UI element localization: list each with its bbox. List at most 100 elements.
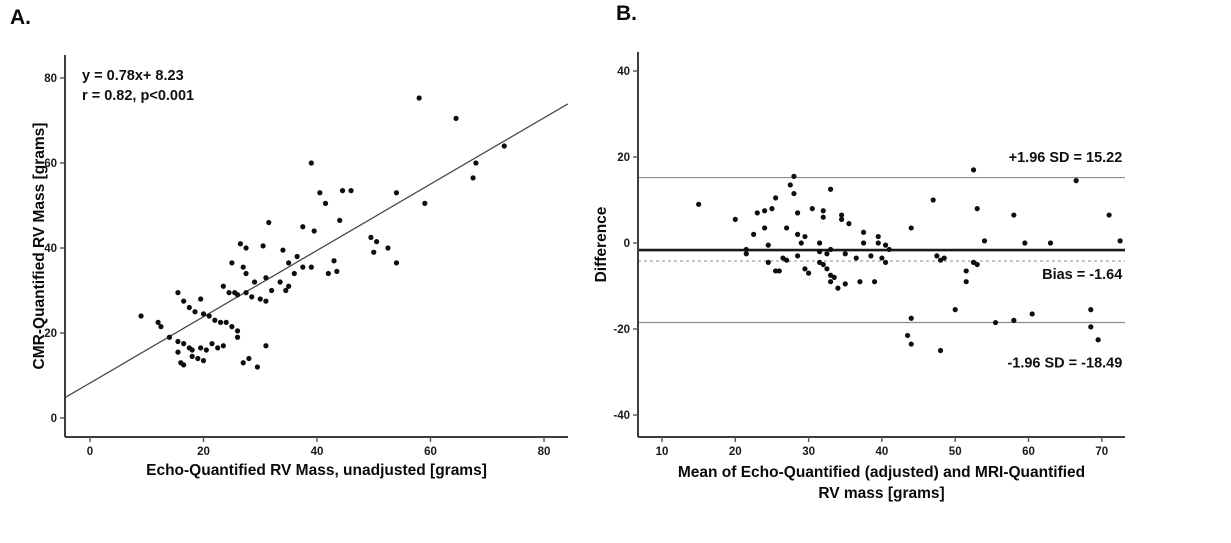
data-point [243,270,249,277]
data-point [186,304,192,311]
data-point [1022,240,1028,246]
data-point [1117,238,1123,244]
data-point [820,214,826,220]
data-point [263,343,269,349]
data-point [1073,178,1079,184]
y-tick-label: 80 [44,73,57,85]
data-point [266,219,272,226]
x-tick-label: 40 [311,446,324,458]
y-tick-label: 40 [44,243,57,255]
data-point [934,253,940,259]
data-point [234,334,241,340]
data-point [816,240,823,246]
data-point [393,260,400,266]
data-point [286,260,292,266]
data-point [422,200,428,206]
annotation: Bias = -1.64 [1042,267,1122,283]
data-point [791,190,797,197]
data-point [751,231,757,237]
data-point [1047,240,1054,246]
data-point [158,324,164,330]
data-point [908,341,914,347]
data-point [791,173,797,179]
data-point [300,264,306,270]
x-tick-label: 20 [197,446,210,458]
data-point [294,253,300,260]
data-point [1095,337,1101,343]
data-point [371,249,377,255]
y-tick-label: -20 [613,324,630,336]
x-tick-label: 30 [802,446,815,458]
data-point [331,258,337,264]
x-tick-label: 40 [876,446,889,458]
data-point [696,201,702,207]
data-point [246,355,252,362]
data-point [348,188,354,194]
data-point [981,238,988,244]
data-point [243,290,249,296]
data-point [206,313,212,319]
data-point [795,210,801,216]
data-point [882,242,889,248]
y-tick-label: 20 [44,328,57,340]
data-point [846,221,852,227]
x-tick-label: 60 [424,446,437,458]
data-point [1011,317,1017,323]
data-point [860,229,867,235]
data-point [220,343,226,349]
data-point [773,195,779,201]
data-point [175,290,181,296]
data-point [189,347,195,353]
data-point [784,257,790,263]
data-point [802,233,808,240]
data-point [257,296,263,302]
data-point [824,266,830,272]
data-point [820,261,826,268]
data-point [809,206,815,212]
data-point [835,285,841,291]
data-point [1088,307,1094,313]
data-point [263,298,269,304]
data-point [879,255,885,261]
data-point [875,240,881,246]
data-point [217,319,224,325]
data-point [842,251,848,257]
data-point [827,246,834,253]
data-point [339,188,346,194]
data-point [280,247,286,253]
data-point [765,259,771,265]
x-axis-label: Echo-Quantified RV Mass, unadjusted [gra… [146,462,487,479]
data-point [992,319,999,326]
data-point [325,270,331,277]
data-point [212,317,218,323]
data-point [473,160,479,166]
data-point [200,311,207,317]
x-tick-label: 60 [1022,446,1035,458]
annotation: r = 0.82, p<0.001 [82,88,194,104]
data-point [155,319,161,325]
data-point [952,307,958,313]
data-point [198,345,204,351]
data-point [138,313,144,319]
data-point [311,228,317,234]
data-point [743,246,749,253]
data-point [203,347,209,353]
data-point [243,245,249,251]
data-point [941,255,947,261]
x-axis-label: Mean of Echo-Quantified (adjusted) and M… [678,464,1085,481]
data-point [260,243,266,249]
data-point [308,160,314,166]
data-point [286,283,292,289]
y-axis-label: CMR-Quantified RV Mass [grams] [31,123,48,370]
data-point [831,274,837,280]
data-point [769,206,775,212]
data-point [795,231,801,237]
data-point [181,362,187,368]
data-point [784,225,790,231]
data-point [773,268,779,274]
x-tick-label: 50 [949,446,962,458]
data-point [787,182,793,188]
y-tick-label: -40 [613,410,630,422]
x-axis-label: RV mass [grams] [818,485,944,502]
data-point [291,270,297,277]
